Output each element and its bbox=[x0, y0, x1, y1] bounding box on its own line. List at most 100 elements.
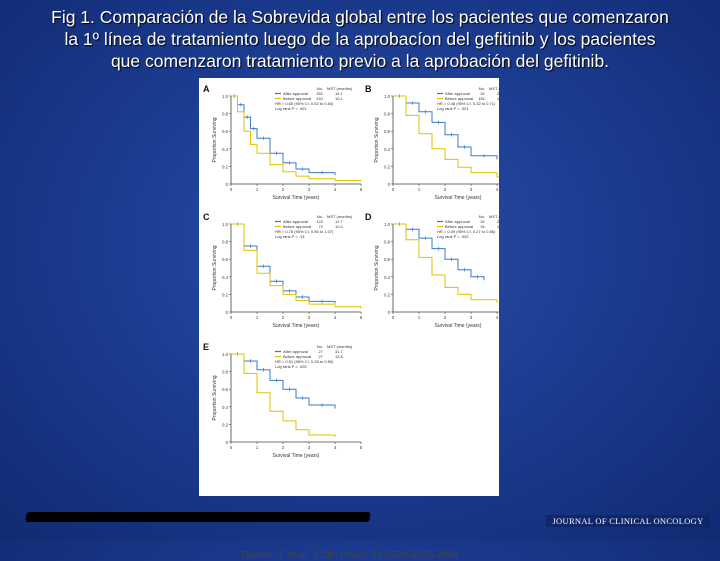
legend-series-name: After approval bbox=[283, 219, 308, 224]
x-tick-label: 5 bbox=[360, 445, 363, 450]
legend-header-no: No. bbox=[479, 86, 485, 91]
y-tick-label: 1.0 bbox=[222, 94, 228, 99]
legend-stat: HR = 0.49 (95% CI, 0.27 to 0.86) bbox=[437, 229, 496, 234]
x-tick-label: 3 bbox=[470, 315, 473, 320]
km-curve-after bbox=[231, 95, 336, 176]
x-tick-label: 1 bbox=[418, 187, 421, 192]
legend-series-name: Before approval bbox=[283, 96, 311, 101]
x-tick-label: 3 bbox=[470, 187, 473, 192]
km-curve-after bbox=[231, 353, 336, 409]
legend-header-mst: MST (months) bbox=[327, 86, 353, 91]
y-tick-label: 0.2 bbox=[384, 292, 390, 297]
legend-series-name: After approval bbox=[283, 91, 308, 96]
y-tick-label: 0.8 bbox=[222, 370, 228, 375]
x-tick-label: 2 bbox=[282, 315, 285, 320]
legend-header-no: No. bbox=[317, 344, 323, 349]
legend-series-mst: 12.7 bbox=[335, 219, 344, 224]
x-axis-title: Survival Time (years) bbox=[273, 323, 320, 329]
y-tick-label: 1.0 bbox=[384, 94, 390, 99]
x-tick-label: 2 bbox=[282, 445, 285, 450]
x-tick-label: 0 bbox=[230, 315, 233, 320]
legend-header-no: No. bbox=[317, 86, 323, 91]
y-tick-label: 0.2 bbox=[222, 292, 228, 297]
km-panel-a: A 0 0.2 0.4 0.6 0.8 1.0 0 1 2 3 4 5 Survival Time (ye… bbox=[203, 84, 363, 201]
x-tick-label: 0 bbox=[392, 315, 395, 320]
y-tick-label: 0 bbox=[226, 182, 229, 187]
panel-label: C bbox=[203, 212, 210, 222]
x-tick-label: 4 bbox=[496, 187, 499, 192]
x-tick-label: 1 bbox=[418, 315, 421, 320]
x-tick-label: 5 bbox=[360, 187, 363, 192]
y-tick-label: 0.6 bbox=[222, 129, 228, 134]
x-tick-label: 1 bbox=[256, 187, 259, 192]
y-axis-title: Proportion Surviving bbox=[212, 117, 218, 162]
legend-series-mst: 13.6 bbox=[497, 96, 499, 101]
legend-header-no: No. bbox=[479, 214, 485, 219]
y-tick-label: 0.8 bbox=[384, 112, 390, 117]
y-axis-title: Proportion Surviving bbox=[212, 245, 218, 290]
legend-series-name: Before approval bbox=[283, 354, 311, 359]
x-tick-label: 0 bbox=[230, 187, 233, 192]
legend-header-no: No. bbox=[317, 214, 323, 219]
panel-label: D bbox=[365, 212, 372, 222]
x-axis-title: Survival Time (years) bbox=[435, 323, 482, 329]
legend-series-mst: 16.1 bbox=[335, 91, 344, 96]
legend-series-mst: 10.1 bbox=[335, 96, 344, 101]
x-tick-label: 3 bbox=[308, 187, 311, 192]
journal-logo: JOURNAL OF CLINICAL ONCOLOGY bbox=[546, 515, 710, 527]
y-tick-label: 1.0 bbox=[384, 222, 390, 227]
legend-header-mst: MST (months) bbox=[489, 86, 499, 91]
y-tick-label: 0.8 bbox=[222, 240, 228, 245]
y-tick-label: 0.6 bbox=[384, 129, 390, 134]
x-tick-label: 4 bbox=[334, 445, 337, 450]
legend-header-mst: MST (months) bbox=[327, 214, 353, 219]
y-tick-label: 0.2 bbox=[384, 164, 390, 169]
legend-header-mst: MST (months) bbox=[489, 214, 499, 219]
legend-series-n: 51 bbox=[481, 219, 486, 224]
y-tick-label: 0.4 bbox=[384, 275, 390, 280]
legend-stat: Log rank P < .001 bbox=[275, 106, 307, 111]
x-tick-label: 5 bbox=[360, 315, 363, 320]
legend-series-n: 152 bbox=[316, 96, 323, 101]
y-tick-label: 0.4 bbox=[384, 147, 390, 152]
y-axis-title: Proportion Surviving bbox=[212, 375, 218, 420]
y-tick-label: 0.4 bbox=[222, 275, 228, 280]
panel-label: A bbox=[203, 84, 210, 94]
figure-citation: Takano, T. et al. J Clin Oncol; 26:5589-… bbox=[239, 550, 459, 561]
x-axis-title: Survival Time (years) bbox=[273, 453, 320, 459]
x-tick-label: 2 bbox=[444, 315, 447, 320]
y-tick-label: 1.0 bbox=[222, 352, 228, 357]
legend-series-name: Before approval bbox=[445, 224, 473, 229]
legend-stat: HR = 0.51 (95% CI, 0.28 to 0.80) bbox=[275, 359, 334, 364]
legend-series-n: 51 bbox=[481, 91, 486, 96]
km-curve-after bbox=[231, 223, 336, 304]
km-panel-e: E 0 0.2 0.4 0.6 0.8 1.0 0 1 2 3 4 5 Survival Time (ye… bbox=[203, 342, 363, 459]
legend-stat: Log rank P < .001 bbox=[437, 106, 469, 111]
y-tick-label: 0 bbox=[388, 182, 391, 187]
x-axis-title: Survival Time (years) bbox=[273, 195, 320, 201]
redacted-scribble bbox=[25, 512, 371, 522]
slide-title-line-2: la 1º línea de tratamiento luego de la a… bbox=[64, 29, 656, 49]
km-curve-before bbox=[393, 223, 498, 304]
legend-series-mst: 27.2 bbox=[497, 91, 499, 96]
legend-series-name: After approval bbox=[283, 349, 308, 354]
y-axis-title: Proportion Surviving bbox=[374, 117, 380, 162]
x-tick-label: 2 bbox=[444, 187, 447, 192]
legend-series-name: After approval bbox=[445, 91, 470, 96]
y-tick-label: 1.0 bbox=[222, 222, 228, 227]
legend-series-n: 27 bbox=[319, 354, 324, 359]
km-panel-c: C 0 0.2 0.4 0.6 0.8 1.0 0 1 2 3 4 5 Survival Time (ye… bbox=[203, 212, 363, 329]
x-axis-title: Survival Time (years) bbox=[435, 195, 482, 201]
legend-stat: HR = 0.78 (95% CI, 0.56 to 1.07) bbox=[275, 229, 334, 234]
legend-series-mst: 10.4 bbox=[335, 224, 344, 229]
legend-series-n: 251 bbox=[316, 91, 323, 96]
y-tick-label: 0.8 bbox=[222, 112, 228, 117]
legend-series-name: Before approval bbox=[445, 96, 473, 101]
y-axis-title: Proportion Surviving bbox=[374, 245, 380, 290]
y-tick-label: 0.4 bbox=[222, 147, 228, 152]
km-curve-after bbox=[393, 223, 485, 281]
km-curve-after bbox=[393, 95, 498, 160]
survival-figure: A 0 0.2 0.4 0.6 0.8 1.0 0 1 2 3 4 5 Survival Time (ye… bbox=[199, 78, 499, 561]
survival-figure-svg: A 0 0.2 0.4 0.6 0.8 1.0 0 1 2 3 4 5 Survival Time (ye… bbox=[203, 84, 499, 459]
